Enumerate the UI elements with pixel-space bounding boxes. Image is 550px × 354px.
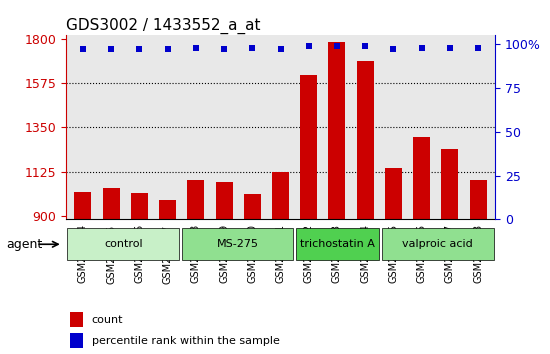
Point [248,45,257,51]
Bar [244,194,261,219]
Text: MS-275: MS-275 [217,239,258,249]
FancyBboxPatch shape [382,228,493,260]
Bar [413,137,430,219]
FancyBboxPatch shape [68,228,179,260]
Bar [300,75,317,219]
Bar [441,149,458,219]
Point [163,47,172,52]
Bar [385,167,402,219]
Bar [70,312,83,327]
Bar [103,188,119,219]
Point [446,45,454,51]
Point [417,45,426,51]
Bar [470,180,487,219]
Text: agent: agent [7,238,43,251]
Point [333,43,342,49]
FancyBboxPatch shape [296,228,379,260]
Bar [70,333,83,348]
Text: percentile rank within the sample: percentile rank within the sample [92,336,279,346]
Point [389,47,398,52]
Bar [357,61,373,219]
Text: valproic acid: valproic acid [403,239,473,249]
Point [219,47,228,52]
Point [107,47,116,52]
Point [276,47,285,52]
FancyBboxPatch shape [182,228,293,260]
Point [361,43,370,49]
Text: control: control [104,239,142,249]
Bar [159,200,176,219]
Point [191,45,200,51]
Bar [74,192,91,219]
Text: GDS3002 / 1433552_a_at: GDS3002 / 1433552_a_at [66,18,261,34]
Point [304,43,313,49]
Text: count: count [92,315,123,325]
Bar [328,42,345,219]
Bar [188,180,204,219]
Bar [216,182,233,219]
Text: trichostatin A: trichostatin A [300,239,375,249]
Point [79,47,87,52]
Point [474,45,482,51]
Point [135,47,144,52]
Bar [131,193,148,219]
Bar [272,171,289,219]
